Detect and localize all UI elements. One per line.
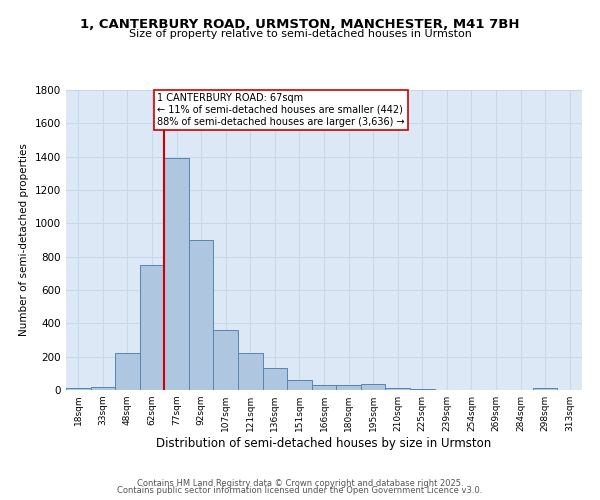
Bar — [361, 384, 385, 390]
Bar — [312, 385, 336, 390]
Text: Contains public sector information licensed under the Open Government Licence v3: Contains public sector information licen… — [118, 486, 482, 495]
Bar — [115, 354, 140, 390]
Bar — [287, 380, 312, 390]
Text: Contains HM Land Registry data © Crown copyright and database right 2025.: Contains HM Land Registry data © Crown c… — [137, 478, 463, 488]
Bar — [385, 388, 410, 390]
Text: Size of property relative to semi-detached houses in Urmston: Size of property relative to semi-detach… — [128, 29, 472, 39]
Bar — [66, 388, 91, 390]
Y-axis label: Number of semi-detached properties: Number of semi-detached properties — [19, 144, 29, 336]
Bar — [336, 385, 361, 390]
Bar — [189, 240, 214, 390]
Bar — [91, 386, 115, 390]
Bar — [410, 389, 434, 390]
Bar — [140, 265, 164, 390]
X-axis label: Distribution of semi-detached houses by size in Urmston: Distribution of semi-detached houses by … — [157, 437, 491, 450]
Text: 1, CANTERBURY ROAD, URMSTON, MANCHESTER, M41 7BH: 1, CANTERBURY ROAD, URMSTON, MANCHESTER,… — [80, 18, 520, 30]
Bar — [214, 330, 238, 390]
Bar — [238, 354, 263, 390]
Bar — [533, 388, 557, 390]
Bar — [164, 158, 189, 390]
Text: 1 CANTERBURY ROAD: 67sqm
← 11% of semi-detached houses are smaller (442)
88% of : 1 CANTERBURY ROAD: 67sqm ← 11% of semi-d… — [157, 94, 404, 126]
Bar — [263, 368, 287, 390]
